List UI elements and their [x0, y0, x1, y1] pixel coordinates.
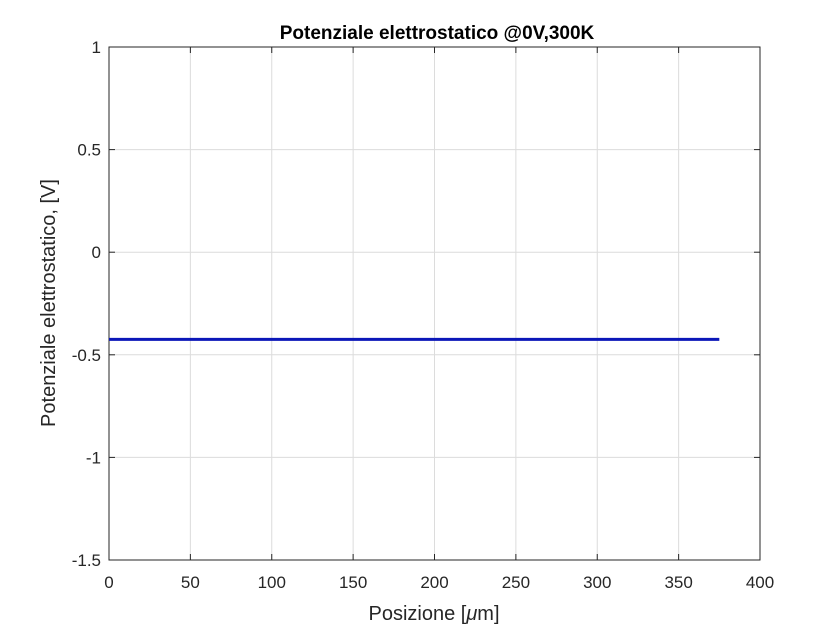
x-tick-label: 50	[181, 573, 200, 592]
chart-title: Potenziale elettrostatico @0V,300K	[280, 23, 595, 44]
y-tick-label: 0.5	[77, 141, 101, 160]
x-tick-label: 0	[104, 573, 113, 592]
grid-lines	[108, 46, 761, 561]
y-tick-label: 0	[92, 243, 101, 262]
x-axis-title-prefix: Posizione [	[368, 603, 466, 625]
x-tick-label: 400	[746, 573, 774, 592]
x-tick-label: 250	[502, 573, 530, 592]
x-axis-title: Posizione [μm]	[368, 603, 499, 625]
x-tick-label: 350	[664, 573, 692, 592]
y-tick-label: -1.5	[72, 551, 101, 570]
y-tick-label: -1	[86, 448, 101, 467]
y-tick-label: 1	[92, 38, 101, 57]
tick-marks	[108, 46, 761, 561]
y-axis-title: Potenziale elettrostatico, [V]	[38, 179, 60, 427]
x-tick-label: 200	[420, 573, 448, 592]
x-tick-label: 100	[258, 573, 286, 592]
y-tick-label: -0.5	[72, 346, 101, 365]
x-tick-labels: 0 50 100 150 200 250 300 350 400	[104, 573, 774, 592]
x-axis-title-mu: μ	[465, 603, 477, 625]
y-tick-labels: -1.5 -1 -0.5 0 0.5 1	[72, 38, 101, 570]
x-tick-label: 300	[583, 573, 611, 592]
x-tick-label: 150	[339, 573, 367, 592]
x-axis-title-unit: m]	[477, 603, 499, 625]
